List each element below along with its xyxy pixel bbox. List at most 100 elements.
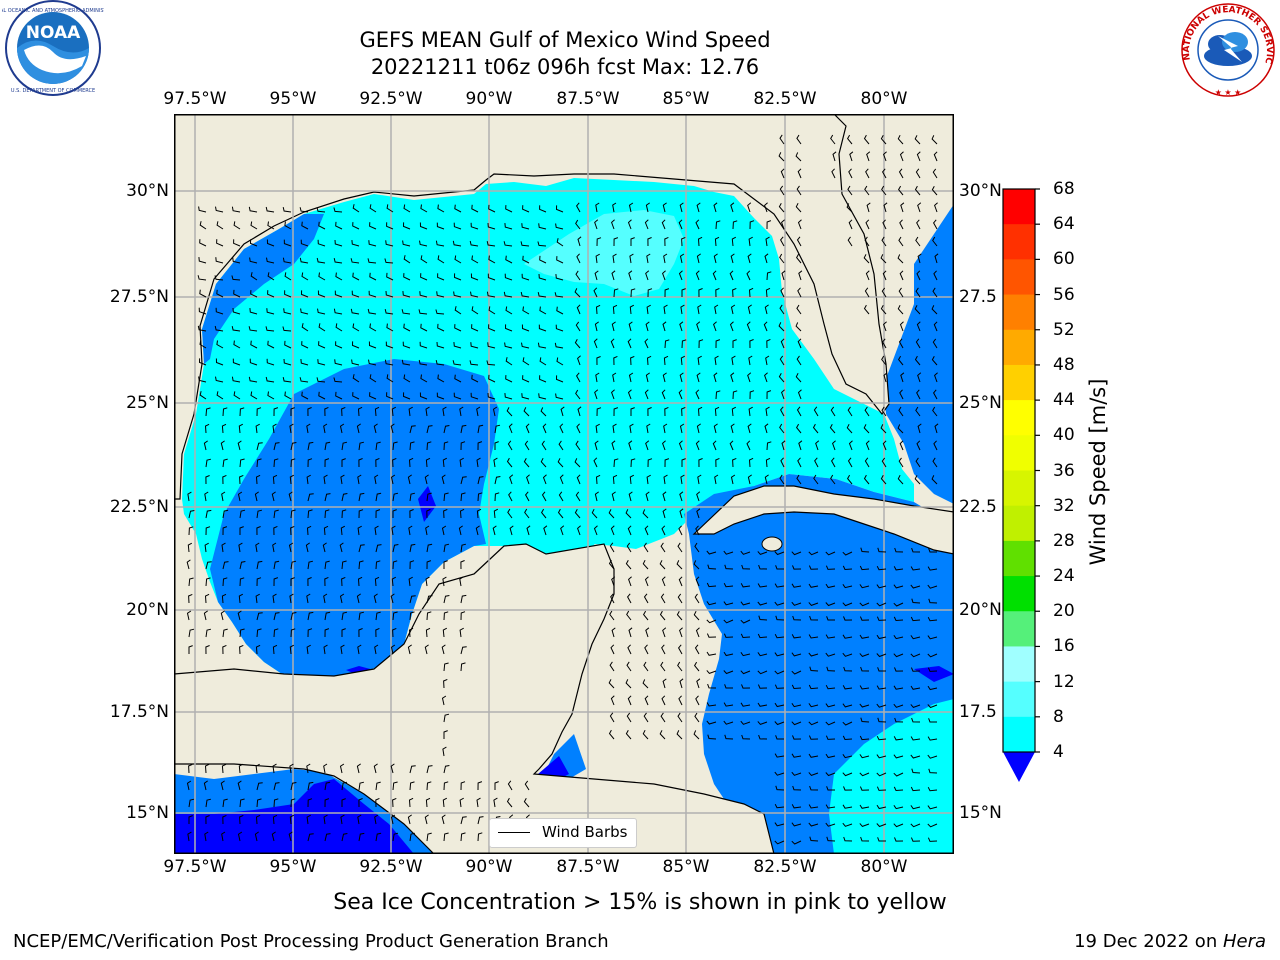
wind-barb bbox=[522, 375, 530, 383]
wind-barb bbox=[334, 359, 343, 366]
wind-barb bbox=[876, 772, 887, 777]
wind-barb bbox=[910, 653, 921, 658]
wind-barb bbox=[660, 593, 666, 604]
wind-barb bbox=[740, 702, 751, 707]
colorbar-tick-label: 20 bbox=[1053, 601, 1075, 622]
wind-barb bbox=[267, 290, 275, 298]
wind-barb bbox=[205, 815, 210, 825]
wind-barb bbox=[188, 645, 193, 654]
wind-barb bbox=[375, 797, 380, 808]
wind-barb bbox=[335, 323, 343, 332]
wind-barb bbox=[540, 508, 547, 519]
wind-barb bbox=[747, 474, 752, 485]
wind-barb bbox=[352, 222, 360, 230]
wind-barb bbox=[443, 425, 450, 434]
wind-barb bbox=[825, 753, 836, 759]
wind-barb bbox=[385, 290, 394, 298]
wind-barb bbox=[403, 204, 411, 213]
wind-barb bbox=[917, 253, 922, 264]
wind-barb bbox=[610, 695, 615, 706]
wind-barb bbox=[358, 544, 365, 553]
wind-barb bbox=[307, 458, 313, 468]
wind-barb bbox=[273, 577, 279, 587]
wind-barb bbox=[596, 356, 601, 366]
wind-barb bbox=[774, 601, 785, 606]
wind-barb bbox=[693, 661, 700, 672]
wind-barb bbox=[301, 272, 309, 281]
wind-barb bbox=[471, 255, 479, 264]
wind-barb bbox=[460, 594, 467, 604]
wind-barb bbox=[629, 423, 634, 434]
wind-barb bbox=[324, 611, 331, 621]
wind-barb bbox=[503, 291, 513, 298]
wind-barb bbox=[556, 306, 564, 315]
wind-barb bbox=[765, 236, 770, 247]
wind-barb bbox=[910, 685, 921, 690]
wind-barb bbox=[910, 805, 921, 810]
wind-barb bbox=[644, 389, 649, 400]
wind-barb bbox=[791, 721, 802, 726]
wind-barb bbox=[222, 509, 229, 519]
wind-barb bbox=[522, 306, 530, 315]
wind-barb bbox=[575, 202, 581, 213]
wind-barb bbox=[611, 491, 616, 502]
wind-barb bbox=[842, 721, 853, 726]
wind-barb bbox=[830, 134, 836, 145]
wind-barb bbox=[791, 652, 802, 657]
wind-barb bbox=[830, 457, 836, 468]
wind-barb bbox=[664, 458, 670, 468]
wind-barb bbox=[809, 615, 819, 621]
wind-barb bbox=[915, 287, 921, 298]
wind-barb bbox=[324, 833, 331, 842]
wind-barb bbox=[613, 288, 619, 298]
wind-barb bbox=[876, 616, 887, 621]
wind-barb bbox=[375, 781, 381, 791]
wind-barb bbox=[645, 627, 650, 638]
wind-barb bbox=[714, 236, 720, 247]
wind-barb bbox=[357, 525, 362, 536]
wind-barb bbox=[695, 389, 700, 400]
wind-barb bbox=[509, 474, 514, 485]
wind-barb bbox=[791, 771, 802, 776]
colorbar-tick-label: 48 bbox=[1053, 354, 1075, 375]
wind-barb bbox=[643, 542, 649, 553]
wind-barb bbox=[758, 734, 768, 740]
wind-barb bbox=[747, 253, 752, 264]
wind-barb bbox=[645, 491, 650, 502]
wind-barb bbox=[523, 457, 530, 468]
wind-barb bbox=[238, 423, 244, 434]
wind-barb bbox=[894, 547, 904, 553]
wind-barb bbox=[198, 206, 207, 213]
wind-barb bbox=[306, 474, 311, 485]
wind-barb bbox=[290, 798, 296, 808]
wind-barb bbox=[628, 440, 633, 451]
wind-barb bbox=[249, 239, 258, 247]
wind-barb bbox=[324, 560, 330, 570]
wind-barb bbox=[797, 389, 802, 400]
wind-barb bbox=[454, 324, 462, 332]
wind-barb bbox=[746, 321, 751, 332]
wind-barb bbox=[323, 814, 328, 825]
wind-barb bbox=[507, 440, 513, 451]
wind-barb bbox=[520, 241, 530, 247]
wind-barb bbox=[899, 270, 904, 281]
wind-barb bbox=[595, 474, 601, 485]
wind-barb bbox=[283, 358, 292, 366]
wind-barb bbox=[556, 238, 564, 247]
wind-barb bbox=[808, 652, 819, 657]
wind-barb bbox=[610, 525, 615, 536]
wind-barb bbox=[460, 543, 467, 553]
wind-barb bbox=[928, 768, 938, 774]
wind-barb bbox=[664, 288, 670, 298]
wind-barb bbox=[374, 525, 379, 536]
wind-barb bbox=[506, 797, 513, 808]
wind-barb bbox=[392, 457, 397, 468]
wind-barb bbox=[221, 831, 226, 842]
wind-speed-map bbox=[174, 114, 954, 854]
wind-barb bbox=[678, 695, 683, 706]
wind-barb bbox=[401, 309, 411, 315]
wind-barb bbox=[358, 560, 364, 570]
wind-barb bbox=[504, 273, 513, 281]
wind-barb bbox=[504, 342, 513, 349]
wind-barb bbox=[881, 168, 887, 179]
